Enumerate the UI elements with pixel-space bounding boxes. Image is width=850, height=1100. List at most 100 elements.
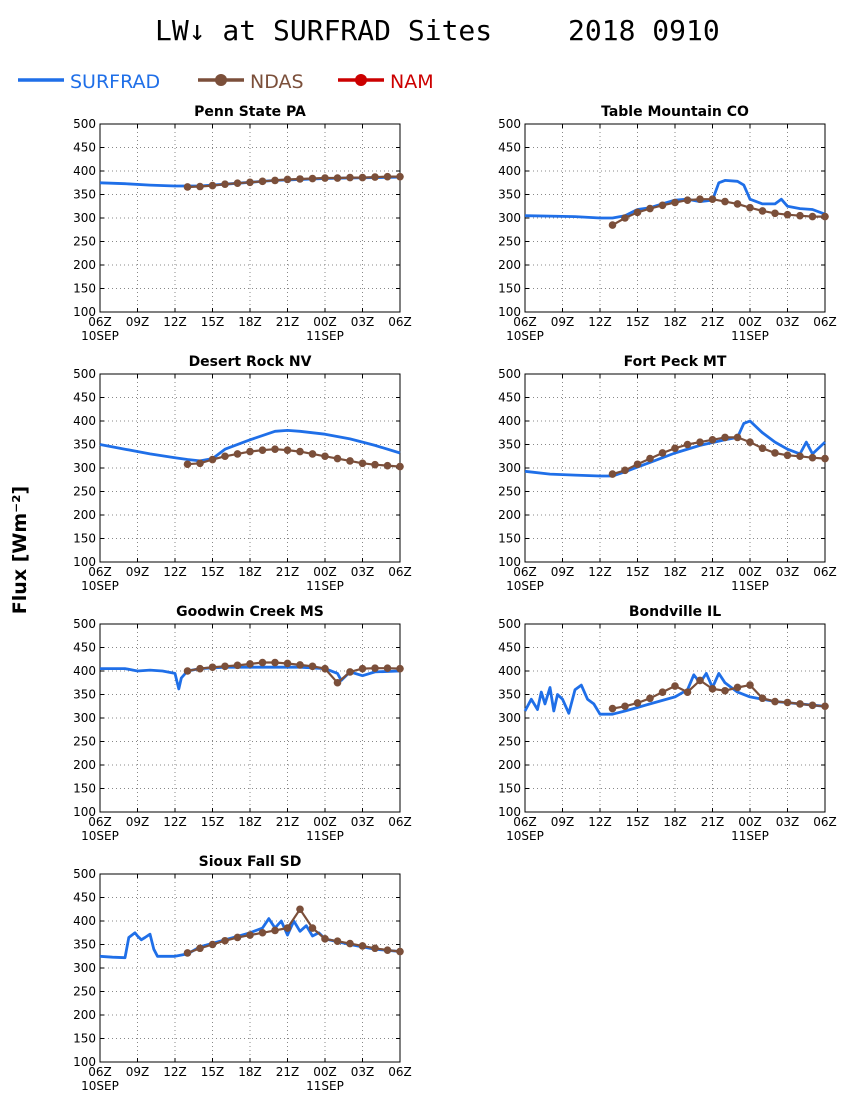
- y-tick-label: 200: [73, 508, 96, 522]
- data-point-ndas: [621, 466, 629, 475]
- data-point-ndas: [321, 664, 329, 673]
- data-point-ndas: [183, 460, 192, 469]
- y-tick-label: 500: [73, 867, 96, 881]
- x-tick-label: 09Z: [551, 565, 575, 579]
- data-point-ndas: [271, 445, 279, 454]
- data-point-ndas: [233, 933, 242, 942]
- data-point-ndas: [758, 694, 767, 703]
- data-point-ndas: [771, 449, 779, 457]
- y-tick-label: 150: [73, 1032, 96, 1046]
- data-point-ndas: [658, 449, 667, 457]
- x-tick-label: 21Z: [701, 815, 725, 829]
- data-point-ndas: [771, 697, 779, 706]
- data-point-ndas: [808, 453, 817, 462]
- data-point-ndas: [646, 454, 654, 463]
- x-tick-label: 06Z: [88, 315, 112, 329]
- y-tick-label: 150: [498, 532, 521, 546]
- y-tick-label: 300: [498, 711, 521, 725]
- x-tick-label: 15Z: [626, 315, 650, 329]
- legend-label-nam: NAM: [390, 71, 434, 93]
- x-tick-label: 09Z: [551, 315, 575, 329]
- y-tick-label: 350: [498, 688, 521, 702]
- x-tick-label: 09Z: [126, 315, 150, 329]
- data-point-ndas: [783, 451, 792, 460]
- y-tick-label: 150: [73, 782, 96, 796]
- y-tick-label: 450: [73, 891, 96, 905]
- y-tick-label: 300: [73, 711, 96, 725]
- data-point-ndas: [633, 699, 642, 707]
- data-point-ndas: [258, 928, 267, 937]
- data-point-ndas: [183, 183, 192, 191]
- data-point-ndas: [308, 662, 317, 671]
- data-point-ndas: [221, 936, 229, 945]
- y-tick-label: 350: [498, 188, 521, 202]
- data-point-ndas: [796, 211, 804, 220]
- x-tick-label: 03Z: [351, 315, 375, 329]
- y-tick-label: 400: [498, 164, 521, 178]
- x-tick-label: 12Z: [163, 1065, 187, 1079]
- x-tick-label: 06Z: [813, 565, 837, 579]
- series-line-surfrad: [523, 672, 826, 716]
- y-tick-label: 100: [73, 1055, 96, 1069]
- data-point-ndas: [683, 196, 692, 204]
- data-point-ndas: [646, 204, 654, 213]
- data-point-ndas: [221, 180, 229, 188]
- data-point-ndas: [658, 201, 667, 210]
- date-label: 10SEP: [81, 329, 119, 343]
- data-point-ndas: [621, 214, 629, 222]
- data-point-ndas: [808, 212, 817, 221]
- data-point-ndas: [283, 924, 292, 932]
- plot-frame: [99, 873, 401, 1063]
- data-point-ndas: [271, 176, 279, 185]
- data-point-ndas: [233, 450, 242, 458]
- x-tick-label: 12Z: [163, 565, 187, 579]
- date-label: 10SEP: [81, 1079, 119, 1093]
- x-tick-label: 21Z: [701, 315, 725, 329]
- y-tick-label: 450: [73, 641, 96, 655]
- data-point-ndas: [733, 433, 742, 442]
- data-point-ndas: [708, 436, 717, 444]
- x-tick-label: 18Z: [238, 315, 262, 329]
- data-point-ndas: [633, 208, 642, 217]
- y-tick-label: 350: [73, 688, 96, 702]
- data-point-ndas: [358, 459, 367, 468]
- data-point-ndas: [346, 173, 354, 182]
- legend: SURFRAD NDAS NAM: [18, 71, 434, 93]
- x-tick-label: 06Z: [813, 815, 837, 829]
- y-tick-label: 500: [73, 617, 96, 631]
- x-tick-label: 21Z: [701, 565, 725, 579]
- y-tick-label: 200: [498, 258, 521, 272]
- x-tick-label: 03Z: [776, 815, 800, 829]
- x-tick-label: 18Z: [238, 1065, 262, 1079]
- data-point-ndas: [371, 460, 379, 469]
- date-label: 11SEP: [731, 829, 769, 843]
- data-point-ndas: [683, 440, 692, 449]
- data-point-ndas: [246, 447, 254, 456]
- x-tick-label: 18Z: [238, 815, 262, 829]
- x-tick-label: 18Z: [663, 815, 687, 829]
- y-tick-label: 250: [73, 735, 96, 749]
- y-tick-label: 200: [498, 758, 521, 772]
- x-tick-label: 03Z: [776, 565, 800, 579]
- data-point-ndas: [296, 661, 304, 669]
- data-point-ndas: [783, 210, 792, 219]
- y-tick-label: 450: [498, 391, 521, 405]
- data-point-ndas: [621, 702, 629, 711]
- x-tick-label: 15Z: [201, 1065, 225, 1079]
- data-point-ndas: [208, 663, 217, 672]
- legend-label-ndas: NDAS: [250, 71, 304, 93]
- x-tick-label: 00Z: [738, 315, 762, 329]
- date-label: 11SEP: [306, 829, 344, 843]
- date-label: 11SEP: [731, 579, 769, 593]
- data-point-ndas: [271, 926, 279, 935]
- panel-title: Desert Rock NV: [189, 354, 312, 370]
- y-tick-label: 300: [73, 461, 96, 475]
- series-line-surfrad: [99, 428, 401, 463]
- x-tick-label: 03Z: [351, 1065, 375, 1079]
- data-point-ndas: [808, 701, 817, 710]
- y-tick-label: 300: [498, 461, 521, 475]
- y-tick-label: 250: [73, 485, 96, 499]
- data-point-ndas: [796, 452, 804, 461]
- data-point-ndas: [671, 444, 679, 453]
- data-point-ndas: [321, 452, 329, 461]
